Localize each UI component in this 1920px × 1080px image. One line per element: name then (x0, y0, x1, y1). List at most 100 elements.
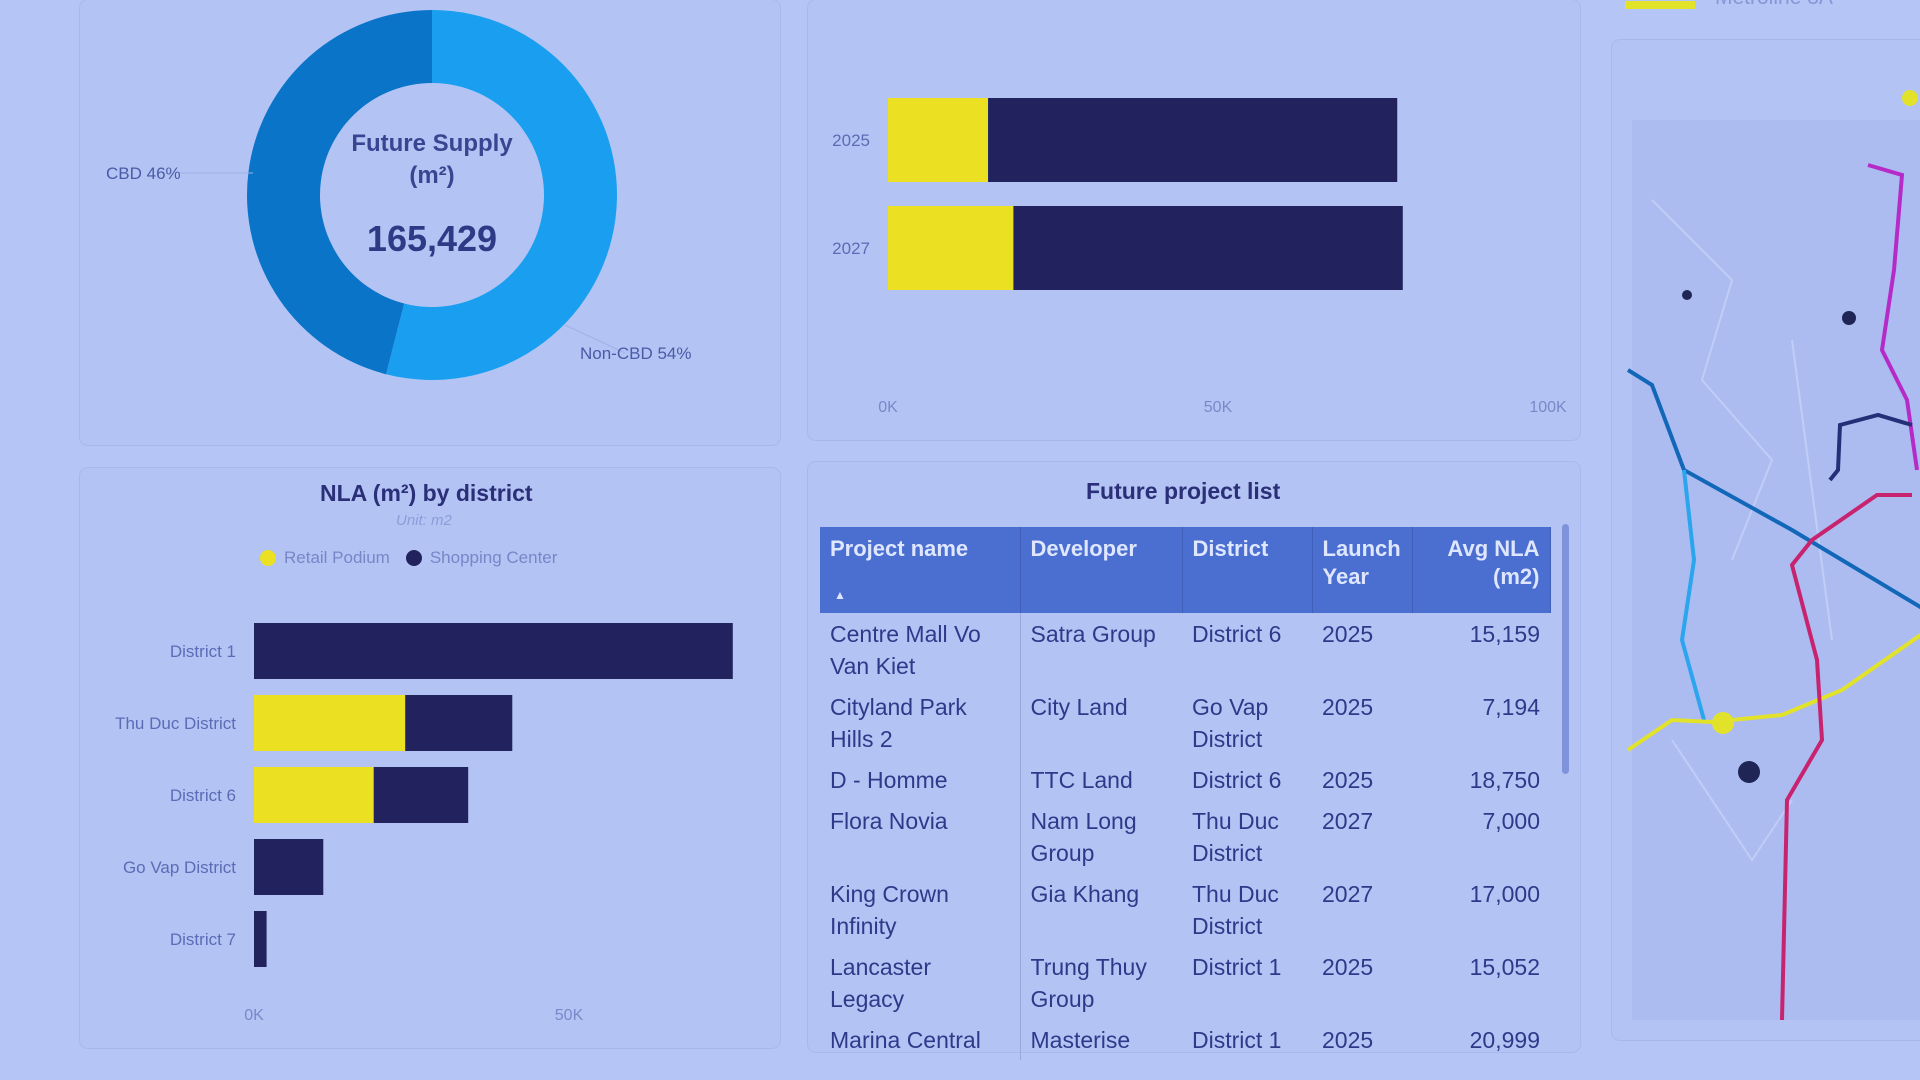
cell-project-name: Cityland Park Hills 2 (820, 686, 1021, 759)
table-row[interactable]: Cityland Park Hills 2 City Land Go Vap Dis… (820, 686, 1550, 759)
retail-podium-legend-dot (260, 550, 276, 566)
cell-developer: Masterise (1030, 1027, 1131, 1053)
cbd-donut-segment[interactable] (247, 10, 432, 375)
map-area (1632, 120, 1920, 1020)
bar-go-vap-district-shopping-center[interactable] (254, 839, 324, 895)
legend-retail-podium[interactable]: Retail Podium (284, 548, 390, 567)
noncbd-share-label: Non-CBD 54% (580, 344, 692, 363)
bar-2025-retail-podium[interactable] (888, 98, 989, 182)
metro-line-magenta (1867, 163, 1919, 471)
donut-title-line2: (m²) (409, 162, 455, 189)
table-row[interactable]: Centre Mall Vo Van Kiet Satra Group Distri… (820, 613, 1550, 686)
column-header-project-name[interactable]: Project name ▲ (820, 527, 1021, 613)
cell-launch-year: 2027 (1322, 808, 1374, 834)
nla-chart-legend: Retail Podium Shopping Center (260, 548, 557, 568)
bar-2025-shopping-center[interactable] (988, 98, 1398, 182)
nla-by-district-chart[interactable]: District 1 Thu Duc District District 6 Go V… (80, 468, 780, 1048)
cell-district: Thu Duc District (1192, 881, 1279, 939)
metro-line-red (1780, 493, 1912, 1021)
cell-district: District 1 (1192, 1027, 1282, 1053)
cell-developer: Gia Khang (1030, 881, 1140, 907)
bar-thu-duc-district-shopping-center[interactable] (405, 695, 513, 751)
bar-district-6-retail-podium[interactable] (254, 767, 374, 823)
cell-district: District 6 (1192, 621, 1282, 647)
cell-avg-nla: 7,194 (1482, 694, 1540, 720)
metro-line-navy (1828, 412, 1913, 482)
cell-district: District 6 (1192, 767, 1282, 793)
project-table: Project name ▲ Developer District Launch … (820, 527, 1551, 1060)
x-tick-label: 50K (1204, 399, 1233, 416)
category-label: 2027 (832, 239, 870, 258)
cell-developer: City Land (1030, 694, 1128, 720)
cell-avg-nla: 20,999 (1469, 1027, 1540, 1053)
cell-developer: Nam Long Group (1030, 808, 1137, 866)
category-label: Go Vap District (123, 858, 236, 877)
table-row[interactable]: Flora Novia Nam Long Group Thu Duc Distric… (820, 800, 1550, 873)
table-scrollbar[interactable] (1562, 524, 1569, 774)
donut-title-line1: Future Supply (351, 130, 513, 157)
cell-launch-year: 2025 (1322, 767, 1374, 793)
bar-2027-retail-podium[interactable] (888, 206, 1014, 290)
sort-ascending-icon[interactable]: ▲ (834, 588, 846, 602)
cell-avg-nla: 17,000 (1469, 881, 1540, 907)
cell-developer: Satra Group (1030, 621, 1156, 647)
future-supply-donut[interactable] (80, 0, 780, 445)
map-station-marker[interactable] (1712, 712, 1734, 734)
cell-developer: Trung Thuy Group (1030, 954, 1147, 1012)
cell-project-name: King Crown Infinity (820, 873, 1021, 946)
bar-district-6-shopping-center[interactable] (373, 767, 469, 823)
legend-shopping-center[interactable]: Shopping Center (429, 548, 558, 567)
table-row[interactable]: Marina Central Masterise District 1 2025 20,… (820, 1019, 1550, 1060)
cell-district: Go Vap District (1192, 694, 1269, 752)
cell-project-name: Marina Central (820, 1019, 1021, 1060)
map-marker[interactable] (1682, 290, 1692, 300)
donut-center-title: Future Supply (m²) (332, 128, 532, 192)
table-header-row: Project name ▲ Developer District Launch … (820, 527, 1551, 613)
table-row[interactable]: D - Homme TTC Land District 6 2025 18,750 (820, 759, 1550, 800)
cell-launch-year: 2025 (1322, 954, 1374, 980)
cell-avg-nla: 7,000 (1482, 808, 1540, 834)
column-header-launch-year[interactable]: Launch Year (1312, 527, 1413, 613)
cell-district: District 1 (1192, 954, 1282, 980)
metro-map-panel[interactable] (1612, 40, 1920, 1040)
x-tick-label: 0K (244, 1007, 264, 1024)
cell-launch-year: 2025 (1322, 1027, 1374, 1053)
cell-developer: TTC Land (1030, 767, 1133, 793)
map-legend-dot (1902, 90, 1918, 106)
cell-project-name: Flora Novia (820, 800, 1021, 873)
table-row[interactable]: King Crown Infinity Gia Khang Thu Duc Dist… (820, 873, 1550, 946)
metro-map[interactable] (1612, 40, 1920, 1040)
x-tick-label: 100K (1529, 399, 1567, 416)
cell-project-name: Lancaster Legacy (820, 946, 1021, 1019)
bar-district-1-shopping-center[interactable] (254, 623, 733, 679)
metroline-legend-swatch (1625, 1, 1695, 9)
column-header-district[interactable]: District (1182, 527, 1313, 613)
nla-by-district-panel: NLA (m²) by district Unit: m2 Retail Pod… (80, 468, 780, 1048)
category-label: District 6 (170, 786, 236, 805)
supply-by-year-chart[interactable]: 2025 2027 0K 50K 100K (808, 0, 1580, 440)
map-marker[interactable] (1738, 761, 1760, 783)
bar-2027-shopping-center[interactable] (1013, 206, 1403, 290)
table-row[interactable]: Lancaster Legacy Trung Thuy Group District… (820, 946, 1550, 1019)
supply-by-year-panel: 2025 2027 0K 50K 100K (808, 0, 1580, 440)
nla-chart-title: NLA (m²) by district (320, 480, 533, 506)
future-supply-panel: CBD 46% Non-CBD 54% Future Supply (m²) 1… (80, 0, 780, 445)
category-label: 2025 (832, 131, 870, 150)
bar-thu-duc-district-retail-podium[interactable] (254, 695, 406, 751)
bar-district-7-shopping-center[interactable] (254, 911, 267, 967)
x-tick-label: 50K (555, 1007, 584, 1024)
cell-launch-year: 2025 (1322, 621, 1374, 647)
cell-project-name: D - Homme (820, 759, 1021, 800)
column-header-avg-nla[interactable]: Avg NLA (m2) (1412, 527, 1551, 613)
column-header-label: Project name (830, 536, 969, 561)
cell-district: Thu Duc District (1192, 808, 1279, 866)
metro-line-yellow (1626, 632, 1920, 752)
category-label: District 1 (170, 642, 236, 661)
map-legend: Metroline 3A (1625, 0, 1833, 10)
noncbd-donut-segment[interactable] (385, 9, 617, 380)
map-marker[interactable] (1842, 311, 1856, 325)
cell-avg-nla: 15,159 (1469, 621, 1540, 647)
column-header-developer[interactable]: Developer (1020, 527, 1183, 613)
category-label: District 7 (170, 930, 236, 949)
cell-avg-nla: 15,052 (1469, 954, 1540, 980)
